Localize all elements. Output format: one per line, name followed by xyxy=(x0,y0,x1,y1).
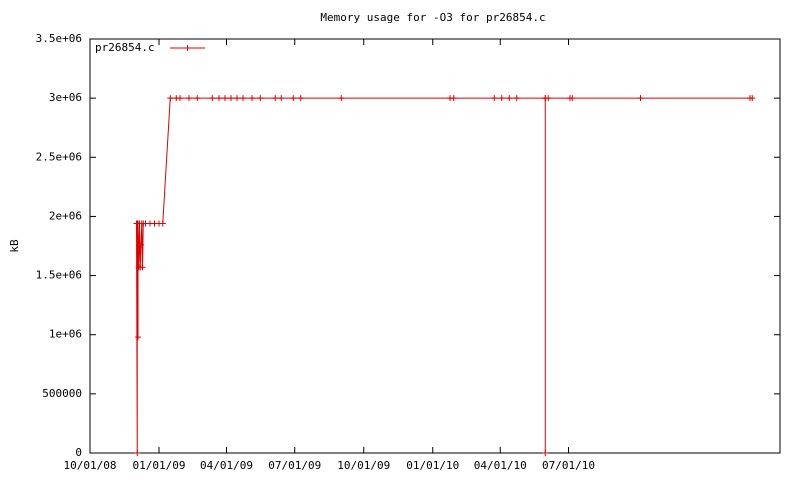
data-point xyxy=(290,95,297,102)
legend-swatch-point xyxy=(184,45,191,51)
x-tick-label: 07/01/10 xyxy=(542,459,595,472)
y-axis-label: kB xyxy=(8,239,21,253)
x-tick-label: 01/01/10 xyxy=(406,459,459,472)
x-tick-label: 10/01/09 xyxy=(337,459,390,472)
data-point xyxy=(257,95,264,102)
x-tick-label: 04/01/09 xyxy=(200,459,253,472)
x-tick-label: 10/01/08 xyxy=(64,459,117,472)
data-point xyxy=(249,95,255,102)
data-point xyxy=(240,95,246,102)
data-point xyxy=(491,95,498,102)
data-point xyxy=(228,95,234,102)
data-point xyxy=(167,95,174,102)
data-point xyxy=(542,450,549,456)
x-tick-label: 01/01/09 xyxy=(133,459,186,472)
y-tick-label: 3.5e+06 xyxy=(36,32,82,45)
data-point xyxy=(506,95,513,102)
x-tick-label: 07/01/09 xyxy=(268,459,321,472)
data-point xyxy=(513,95,520,102)
data-point xyxy=(186,95,192,102)
data-point xyxy=(272,95,279,102)
data-line xyxy=(136,97,753,454)
y-tick-label: 0 xyxy=(75,446,82,459)
y-tick-label: 1.5e+06 xyxy=(36,269,82,282)
data-point xyxy=(159,220,166,227)
y-tick-label: 2.5e+06 xyxy=(36,150,82,163)
data-point xyxy=(234,95,240,102)
chart-title: Memory usage for -O3 for pr26854.c xyxy=(320,11,545,24)
data-point xyxy=(297,95,304,102)
data-point xyxy=(222,95,228,102)
y-tick-label: 3e+06 xyxy=(49,91,82,104)
data-point xyxy=(209,95,216,102)
data-point xyxy=(637,95,644,102)
data-point xyxy=(134,450,141,456)
y-tick-label: 2e+06 xyxy=(49,209,82,222)
data-point xyxy=(498,95,505,102)
y-tick-label: 500000 xyxy=(42,387,82,400)
data-point xyxy=(749,95,756,102)
data-point xyxy=(177,95,183,102)
y-tick-label: 1e+06 xyxy=(49,328,82,341)
data-point xyxy=(139,264,146,271)
data-point xyxy=(569,95,576,102)
plot-frame xyxy=(89,38,781,454)
data-point xyxy=(138,241,144,248)
legend-label: pr26854.c xyxy=(95,41,155,54)
data-point xyxy=(450,95,457,102)
data-point xyxy=(216,95,222,102)
data-point xyxy=(545,95,552,102)
x-tick-label: 04/01/10 xyxy=(474,459,527,472)
data-point xyxy=(194,95,201,102)
data-point xyxy=(278,95,285,102)
data-point xyxy=(338,95,345,102)
data-point xyxy=(135,334,141,341)
